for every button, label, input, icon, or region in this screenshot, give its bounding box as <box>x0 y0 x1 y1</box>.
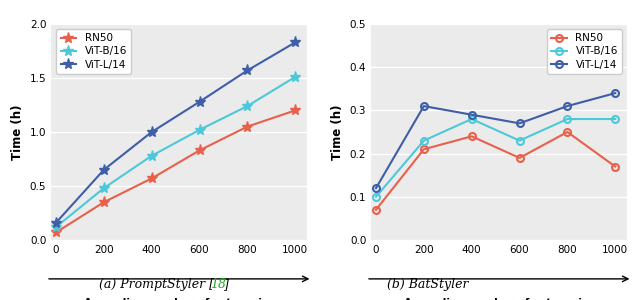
Line: ViT-L/14: ViT-L/14 <box>372 90 619 192</box>
RN50 <box>516 156 524 160</box>
RN50 <box>564 130 572 134</box>
ViT-L/14 <box>100 168 108 172</box>
ViT-B/16 <box>148 154 156 158</box>
Text: ]: ] <box>223 278 228 291</box>
ViT-L/14 <box>611 91 619 95</box>
RN50 <box>244 125 252 128</box>
Legend: RN50, ViT-B/16, ViT-L/14: RN50, ViT-B/16, ViT-L/14 <box>547 29 622 74</box>
Line: ViT-B/16: ViT-B/16 <box>372 116 619 200</box>
ViT-L/14 <box>564 104 572 108</box>
ViT-L/14 <box>52 221 60 224</box>
ViT-L/14 <box>516 122 524 125</box>
RN50 <box>291 109 299 112</box>
ViT-B/16 <box>611 117 619 121</box>
ViT-L/14 <box>372 186 380 190</box>
RN50 <box>52 231 60 234</box>
Legend: RN50, ViT-B/16, ViT-L/14: RN50, ViT-B/16, ViT-L/14 <box>56 29 131 74</box>
ViT-B/16 <box>244 104 252 108</box>
ViT-B/16 <box>291 75 299 79</box>
ViT-L/14 <box>420 104 428 108</box>
RN50 <box>196 148 204 152</box>
ViT-L/14 <box>196 100 204 103</box>
Line: RN50: RN50 <box>51 105 301 238</box>
RN50 <box>372 208 380 211</box>
RN50 <box>611 165 619 168</box>
Line: RN50: RN50 <box>372 128 619 213</box>
ViT-B/16 <box>420 139 428 142</box>
Line: ViT-B/16: ViT-B/16 <box>51 71 301 232</box>
Text: 18: 18 <box>210 278 226 291</box>
Y-axis label: Time (h): Time (h) <box>11 104 24 160</box>
Text: (b) BatStyler: (b) BatStyler <box>387 278 468 291</box>
Text: Ascending number of categories: Ascending number of categories <box>84 298 275 300</box>
ViT-B/16 <box>468 117 476 121</box>
RN50 <box>100 200 108 204</box>
ViT-B/16 <box>52 225 60 229</box>
Text: Ascending number of categories: Ascending number of categories <box>404 298 595 300</box>
ViT-B/16 <box>100 186 108 190</box>
RN50 <box>468 134 476 138</box>
RN50 <box>148 177 156 180</box>
ViT-B/16 <box>516 139 524 142</box>
ViT-L/14 <box>291 40 299 44</box>
ViT-B/16 <box>196 128 204 132</box>
ViT-L/14 <box>244 69 252 72</box>
ViT-B/16 <box>564 117 572 121</box>
ViT-L/14 <box>148 130 156 134</box>
Text: (a) PromptStyler [: (a) PromptStyler [ <box>99 278 214 291</box>
Line: ViT-L/14: ViT-L/14 <box>51 37 301 228</box>
ViT-L/14 <box>468 113 476 116</box>
RN50 <box>420 148 428 151</box>
Y-axis label: Time (h): Time (h) <box>332 104 344 160</box>
ViT-B/16 <box>372 195 380 199</box>
